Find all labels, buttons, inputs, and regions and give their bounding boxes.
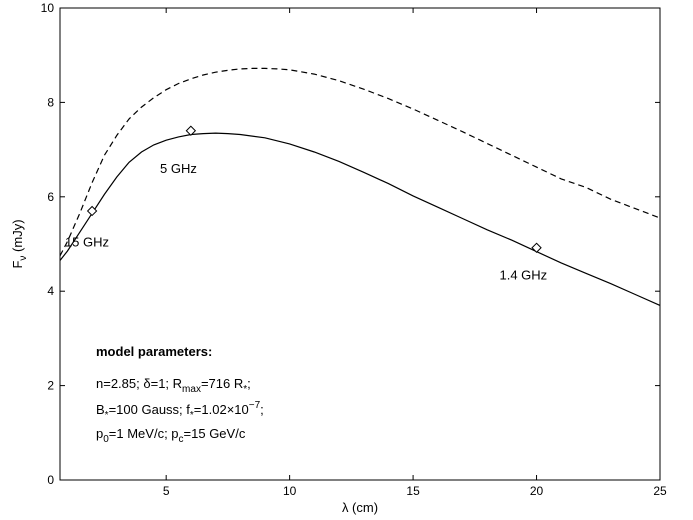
plot-marks	[59, 67, 661, 306]
parameters-heading: model parameters:	[96, 344, 212, 359]
data-point-marker	[531, 242, 542, 253]
y-tick-label: 2	[47, 379, 54, 393]
labels: λ (cm) Fν (mJy) 15 GHz 5 GHz 1.4 GHz model pa…	[10, 161, 547, 515]
x-tick-label: 5	[163, 484, 170, 498]
x-tick-label: 25	[653, 484, 667, 498]
y-axis-label: Fν (mJy)	[10, 219, 29, 268]
y-tick-label: 10	[41, 1, 55, 15]
axes: 5 10 15 20 25 0 2 4 6 8 10	[41, 1, 667, 498]
plot-frame	[59, 7, 661, 481]
x-tick-label: 15	[406, 484, 420, 498]
frequency-annotation: 1.4 GHz	[500, 267, 548, 282]
y-tick-label: 4	[47, 284, 54, 298]
parameters-line: n=2.85; δ=1; Rmax=716 R*;	[96, 376, 251, 395]
x-tick-label: 20	[530, 484, 544, 498]
x-axis-label: λ (cm)	[342, 500, 378, 515]
series-line-dashed	[59, 67, 661, 257]
data-point-marker	[86, 205, 98, 217]
data-point-marker	[185, 125, 197, 136]
x-tick-label: 10	[283, 484, 297, 498]
parameters-line: B*=100 Gauss; f*=1.02×10−7;	[96, 400, 264, 421]
frequency-annotation: 15 GHz	[65, 234, 109, 249]
y-tick-label: 6	[47, 190, 54, 204]
frequency-annotation: 5 GHz	[160, 161, 197, 176]
y-tick-label: 0	[47, 473, 54, 487]
parameters-line: p0=1 MeV/c; pc=15 GeV/c	[96, 426, 246, 445]
y-tick-label: 8	[47, 95, 54, 109]
series-line-solid	[59, 132, 661, 306]
